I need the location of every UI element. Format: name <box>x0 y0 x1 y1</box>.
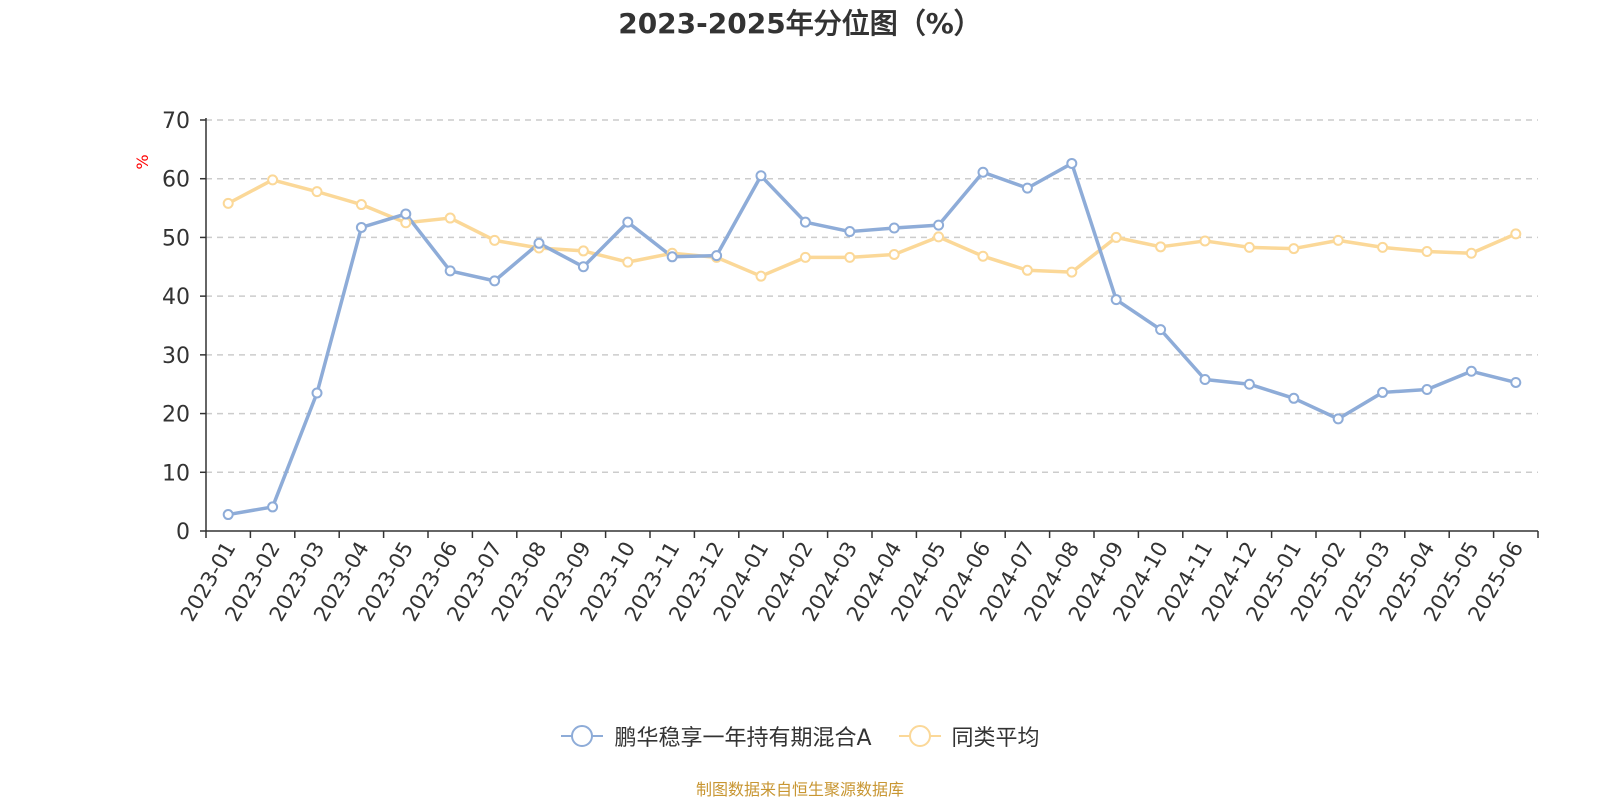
y-tick-label: 10 <box>162 461 190 486</box>
data-point <box>1066 266 1078 278</box>
data-point <box>267 174 279 186</box>
chart-title: 2023-2025年分位图（%） <box>618 7 982 40</box>
data-point <box>711 250 723 262</box>
y-tick-label: 50 <box>162 226 190 251</box>
data-point <box>1199 374 1211 386</box>
data-point <box>444 212 456 224</box>
data-point <box>666 251 678 263</box>
data-point <box>355 199 367 211</box>
data-source-footer: 制图数据来自恒生聚源数据库 <box>695 780 904 799</box>
data-point <box>799 251 811 263</box>
data-point <box>1421 383 1433 395</box>
legend-item[interactable]: 同类平均 <box>898 720 1040 752</box>
legend-label: 鹏华稳享一年持有期混合A <box>614 726 872 751</box>
data-point <box>577 261 589 273</box>
data-point <box>1155 241 1167 253</box>
data-point <box>1465 365 1477 377</box>
data-point <box>1021 264 1033 276</box>
data-point <box>1377 241 1389 253</box>
data-point <box>489 234 501 246</box>
legend-marker-icon <box>561 725 604 747</box>
y-tick-label: 60 <box>162 168 190 193</box>
data-point <box>577 245 589 257</box>
series-line <box>227 161 1517 517</box>
data-point <box>755 270 767 282</box>
data-point <box>933 231 945 243</box>
data-point <box>1510 228 1522 240</box>
legend-marker-circle <box>908 725 931 747</box>
legend-marker-circle <box>571 725 594 747</box>
data-point <box>222 509 234 521</box>
data-point <box>1510 376 1522 388</box>
data-point <box>1421 246 1433 258</box>
data-point <box>622 216 634 228</box>
data-point <box>1021 182 1033 194</box>
data-point <box>1243 241 1255 253</box>
data-point <box>888 222 900 234</box>
y-tick-label: 30 <box>162 344 190 369</box>
data-point <box>844 226 856 238</box>
data-point <box>267 501 279 513</box>
data-point <box>888 248 900 260</box>
data-point <box>222 197 234 209</box>
gridlines <box>206 119 1538 474</box>
y-tick-label: 20 <box>162 403 190 428</box>
data-point <box>1110 231 1122 243</box>
data-point <box>1377 386 1389 398</box>
data-point <box>933 219 945 231</box>
data-point <box>311 186 323 198</box>
data-point <box>755 170 767 182</box>
data-point <box>1332 234 1344 246</box>
data-point <box>1288 392 1300 404</box>
data-point <box>489 275 501 287</box>
y-axis-label: % <box>133 154 152 169</box>
data-point <box>400 217 412 229</box>
data-point <box>1332 413 1344 425</box>
data-point <box>1243 378 1255 390</box>
data-point <box>1066 157 1078 169</box>
legend-label: 同类平均 <box>951 726 1040 751</box>
series-line <box>227 178 1517 278</box>
data-point <box>1110 294 1122 306</box>
series-points <box>222 157 1522 521</box>
data-point <box>977 166 989 178</box>
data-point <box>1288 243 1300 255</box>
data-point <box>622 256 634 268</box>
data-point <box>311 387 323 399</box>
data-point <box>1155 324 1167 336</box>
data-point <box>533 237 545 249</box>
y-tick-label: 0 <box>176 520 190 545</box>
data-point <box>444 265 456 277</box>
data-point <box>355 221 367 233</box>
data-point <box>400 208 412 220</box>
data-point <box>977 250 989 262</box>
data-point <box>1465 247 1477 259</box>
data-point <box>1199 235 1211 247</box>
legend: 鹏华稳享一年持有期混合A 同类平均 <box>0 720 1600 752</box>
series-lines <box>227 161 1517 517</box>
y-tick-label: 70 <box>162 109 190 134</box>
axes: 010203040506070%2023-012023-022023-03202… <box>133 109 1539 625</box>
y-tick-label: 40 <box>162 285 190 310</box>
data-point <box>799 216 811 228</box>
data-point <box>844 251 856 263</box>
legend-marker-icon <box>898 725 941 747</box>
legend-item[interactable]: 鹏华稳享一年持有期混合A <box>560 720 872 752</box>
